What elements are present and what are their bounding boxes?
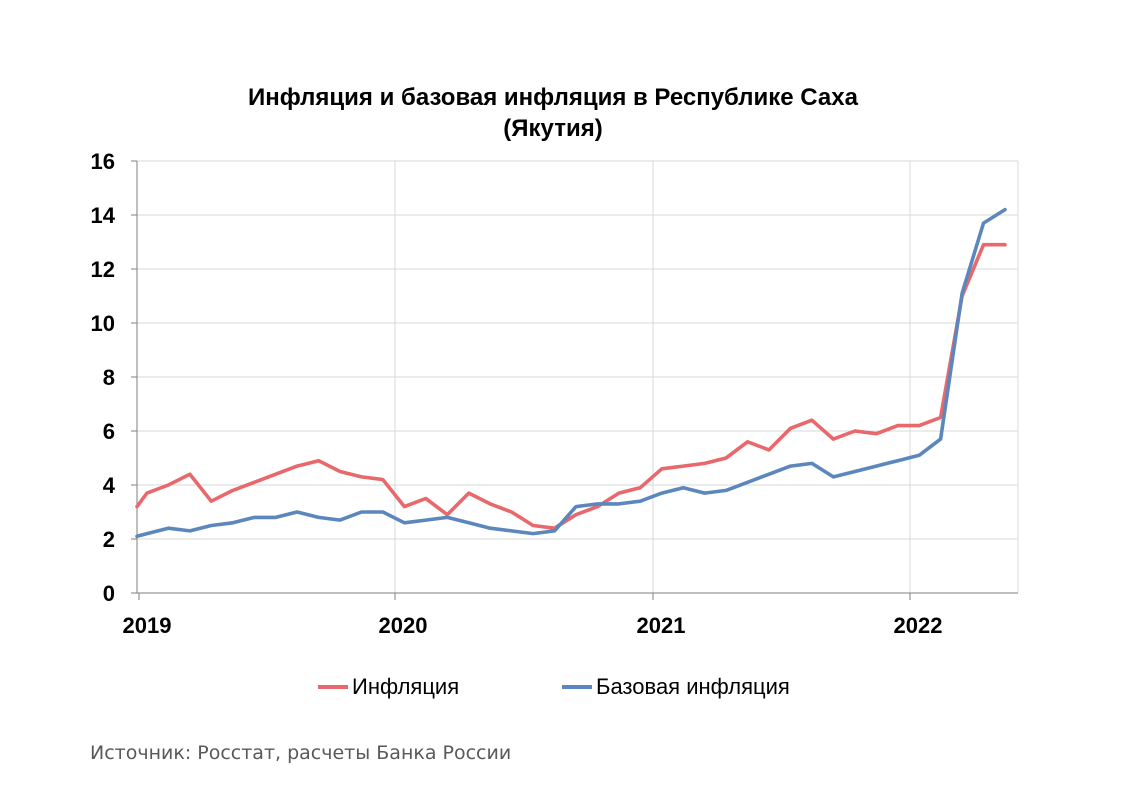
y-tick-label: 8: [103, 365, 115, 390]
legend: Инфляция Базовая инфляция: [0, 670, 1123, 704]
x-tick-label: 2019: [123, 613, 172, 638]
legend-item-core: Базовая инфляция: [562, 670, 790, 704]
tick-labels: 0 2 4 6 8 10 12 14 16 2019 2020 2021 2022: [91, 149, 943, 638]
legend-item-inflation: Инфляция: [318, 670, 459, 704]
x-tick-label: 2020: [379, 613, 428, 638]
y-tick-label: 12: [91, 257, 115, 282]
y-tick-label: 0: [103, 581, 115, 606]
source-note: Источник: Росстат, расчеты Банка России: [90, 742, 512, 764]
line-chart: 0 2 4 6 8 10 12 14 16 2019 2020 2021 2022: [91, 149, 1019, 638]
x-tick-label: 2021: [637, 613, 686, 638]
y-tick-label: 6: [103, 419, 115, 444]
legend-label-inflation: Инфляция: [352, 674, 460, 699]
chart-title: Инфляция и базовая инфляция в Республике…: [0, 82, 1106, 144]
legend-swatch-core: [562, 685, 592, 689]
x-tick-label: 2022: [894, 613, 943, 638]
series-lines: [135, 207, 1007, 539]
series-line-inflation: [135, 242, 1007, 530]
y-tick-label: 14: [91, 203, 116, 228]
legend-swatch-inflation: [318, 685, 348, 689]
y-tick-label: 16: [91, 149, 115, 174]
y-tick-label: 2: [103, 527, 115, 552]
y-tick-label: 4: [103, 473, 116, 498]
axes: [131, 160, 1018, 600]
chart-title-line-1: Инфляция и базовая инфляция в Республике…: [248, 84, 858, 111]
grid-lines: [137, 160, 1019, 593]
chart-title-line-2: (Якутия): [503, 115, 603, 142]
series-line-core: [135, 207, 1007, 539]
y-tick-label: 10: [91, 311, 115, 336]
legend-label-core: Базовая инфляция: [596, 674, 790, 699]
